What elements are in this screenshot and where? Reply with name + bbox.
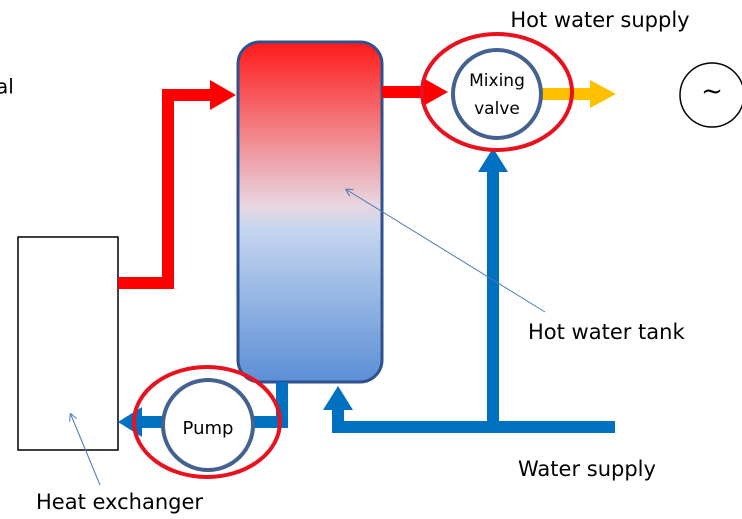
hot-pipe	[118, 89, 212, 289]
hot-water-tank	[236, 40, 384, 384]
arrow-head	[118, 407, 142, 437]
arrow-head	[590, 80, 616, 108]
ac-symbol	[679, 62, 742, 128]
arrow-head	[323, 386, 353, 410]
leader-line	[71, 415, 101, 486]
highlight-ellipse	[132, 365, 282, 479]
label: Hot water tank	[528, 320, 685, 344]
symbol: ~	[701, 77, 723, 107]
pump	[161, 378, 255, 472]
arrow-head	[210, 80, 236, 110]
label: Water supply	[518, 457, 656, 481]
label: al	[0, 75, 14, 99]
mixing-valve	[451, 48, 543, 140]
arrow-head	[423, 78, 448, 106]
cold-pipe	[332, 405, 615, 433]
arrow-head	[478, 148, 508, 172]
label: Pump	[183, 418, 234, 439]
label: Heat exchanger	[36, 490, 203, 514]
highlight-ellipse	[420, 32, 574, 152]
label: valve	[474, 99, 520, 119]
label: Hot water supply	[510, 8, 689, 32]
label: Mixing	[469, 71, 525, 91]
leader-line	[347, 190, 546, 313]
heat-exchanger	[17, 236, 119, 451]
